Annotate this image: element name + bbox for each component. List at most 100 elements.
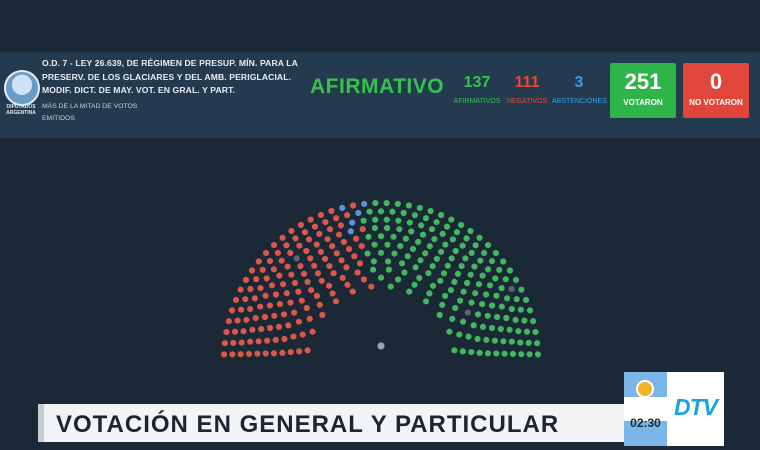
seat (383, 240, 392, 249)
seat (389, 233, 398, 241)
seat (514, 327, 523, 335)
seat (463, 279, 471, 287)
seat (430, 235, 439, 243)
seat (291, 279, 299, 287)
seat (502, 314, 510, 322)
seat (302, 247, 310, 255)
seat (476, 256, 484, 265)
seat (426, 242, 434, 250)
seat (255, 257, 263, 266)
seat (252, 314, 260, 322)
seat (292, 254, 301, 263)
seat (525, 350, 534, 359)
votaron-label: VOTARON (623, 98, 663, 107)
seat (303, 304, 311, 312)
seat (383, 224, 391, 232)
seat (484, 241, 492, 249)
seat (242, 316, 251, 324)
seat (314, 269, 322, 278)
seat (424, 269, 433, 277)
seat (275, 271, 284, 280)
seat (369, 266, 377, 274)
seat (367, 282, 375, 291)
seat (296, 262, 305, 270)
seat (232, 296, 240, 304)
seat (239, 327, 248, 335)
seat (456, 297, 464, 305)
seat (253, 350, 262, 358)
seat (415, 274, 423, 282)
seat (284, 321, 292, 330)
seat (523, 328, 531, 336)
stat-afirmativos: 137 AFIRMATIVOS (452, 74, 502, 105)
seat (428, 225, 436, 233)
seat (459, 347, 467, 356)
seat (444, 262, 452, 270)
seat (437, 248, 445, 256)
seat (394, 216, 403, 225)
seat (329, 269, 338, 277)
clock-time: 02:30 (630, 416, 661, 430)
seat (276, 300, 284, 308)
seat (338, 204, 346, 212)
seat (279, 280, 287, 288)
seat (457, 262, 466, 270)
seat (531, 328, 540, 336)
seat (303, 278, 312, 286)
seat (377, 274, 385, 282)
seat (321, 218, 330, 226)
votaron-box: 251 VOTARON (610, 63, 676, 118)
seat (358, 242, 366, 250)
seat (526, 306, 534, 315)
logo-label: DIPUTADOS ARGENTINA (6, 104, 36, 116)
seat (256, 284, 265, 292)
seat (492, 349, 500, 358)
seat (252, 275, 260, 283)
seat (492, 292, 501, 300)
seat (499, 257, 507, 266)
seat (359, 225, 367, 233)
seat (464, 332, 473, 341)
seat (426, 207, 435, 215)
seat (317, 211, 325, 219)
seat (467, 348, 475, 356)
clock-bug: 02:30 (624, 372, 667, 446)
seat (459, 318, 467, 326)
seat (325, 282, 333, 290)
seat (475, 349, 484, 357)
seat (461, 254, 470, 263)
seat (246, 338, 254, 346)
seat (478, 271, 487, 280)
seat (441, 240, 449, 249)
seat (270, 312, 278, 320)
seat (340, 238, 348, 246)
seat (486, 281, 494, 290)
seat (484, 349, 492, 358)
seat (349, 287, 357, 296)
seat (305, 235, 313, 244)
seat (242, 276, 250, 284)
seat (512, 276, 520, 284)
seat (371, 224, 379, 232)
seat (360, 275, 368, 284)
seat (326, 225, 334, 233)
seat (436, 277, 444, 285)
seat (282, 241, 291, 250)
seat (488, 324, 496, 332)
seat (345, 245, 353, 253)
seat (488, 257, 496, 265)
diputados-logo (4, 70, 40, 106)
seat (491, 337, 499, 345)
seat (447, 215, 455, 224)
seat (337, 221, 345, 230)
seat (500, 350, 509, 358)
seat (497, 284, 506, 292)
seat (316, 301, 324, 309)
seat (275, 323, 283, 331)
seat (365, 207, 374, 216)
seat (495, 266, 503, 274)
seat (328, 289, 337, 298)
seat (473, 335, 482, 343)
seat (251, 294, 259, 303)
seat (534, 350, 542, 359)
